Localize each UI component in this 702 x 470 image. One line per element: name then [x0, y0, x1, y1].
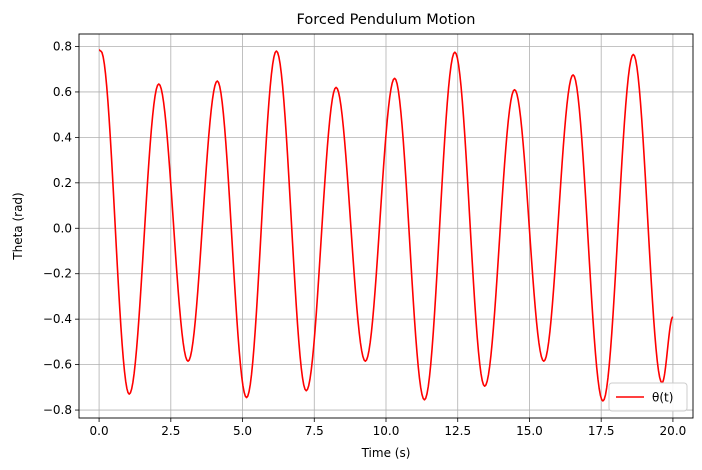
y-tick-label: −0.6: [43, 358, 72, 372]
y-tick-label: 0.0: [53, 221, 72, 235]
x-tick-label: 0.0: [90, 424, 109, 438]
x-axis-label: Time (s): [361, 446, 411, 460]
y-tick-label: 0.4: [53, 130, 72, 144]
y-tick-label: 0.6: [53, 85, 72, 99]
x-tick-label: 10.0: [373, 424, 400, 438]
legend-label: θ(t): [652, 391, 673, 405]
x-tick-label: 5.0: [233, 424, 252, 438]
x-tick-label: 7.5: [305, 424, 324, 438]
x-tick-label: 15.0: [516, 424, 543, 438]
y-tick-label: 0.2: [53, 176, 72, 190]
y-tick-label: 0.8: [53, 39, 72, 53]
legend: θ(t): [608, 382, 688, 412]
y-tick-label: −0.2: [43, 267, 72, 281]
legend-box: [608, 382, 688, 412]
grid: [79, 34, 693, 418]
axis-ticks: 0.0 2.5 5.0 7.5 10.0 12.5 15.0 17.5 20.0 −0.8 −0.6…: [43, 39, 686, 438]
y-axis-label: Theta (rad): [11, 192, 25, 260]
x-tick-label: 2.5: [161, 424, 180, 438]
y-tick-label: −0.8: [43, 403, 72, 417]
y-tick-label: −0.4: [43, 312, 72, 326]
x-tick-label: 20.0: [660, 424, 687, 438]
x-tick-label: 12.5: [444, 424, 471, 438]
series-line-theta: [98, 49, 674, 402]
plot-frame: [78, 33, 694, 419]
x-tick-label: 17.5: [588, 424, 615, 438]
chart-title: Forced Pendulum Motion: [297, 12, 476, 28]
